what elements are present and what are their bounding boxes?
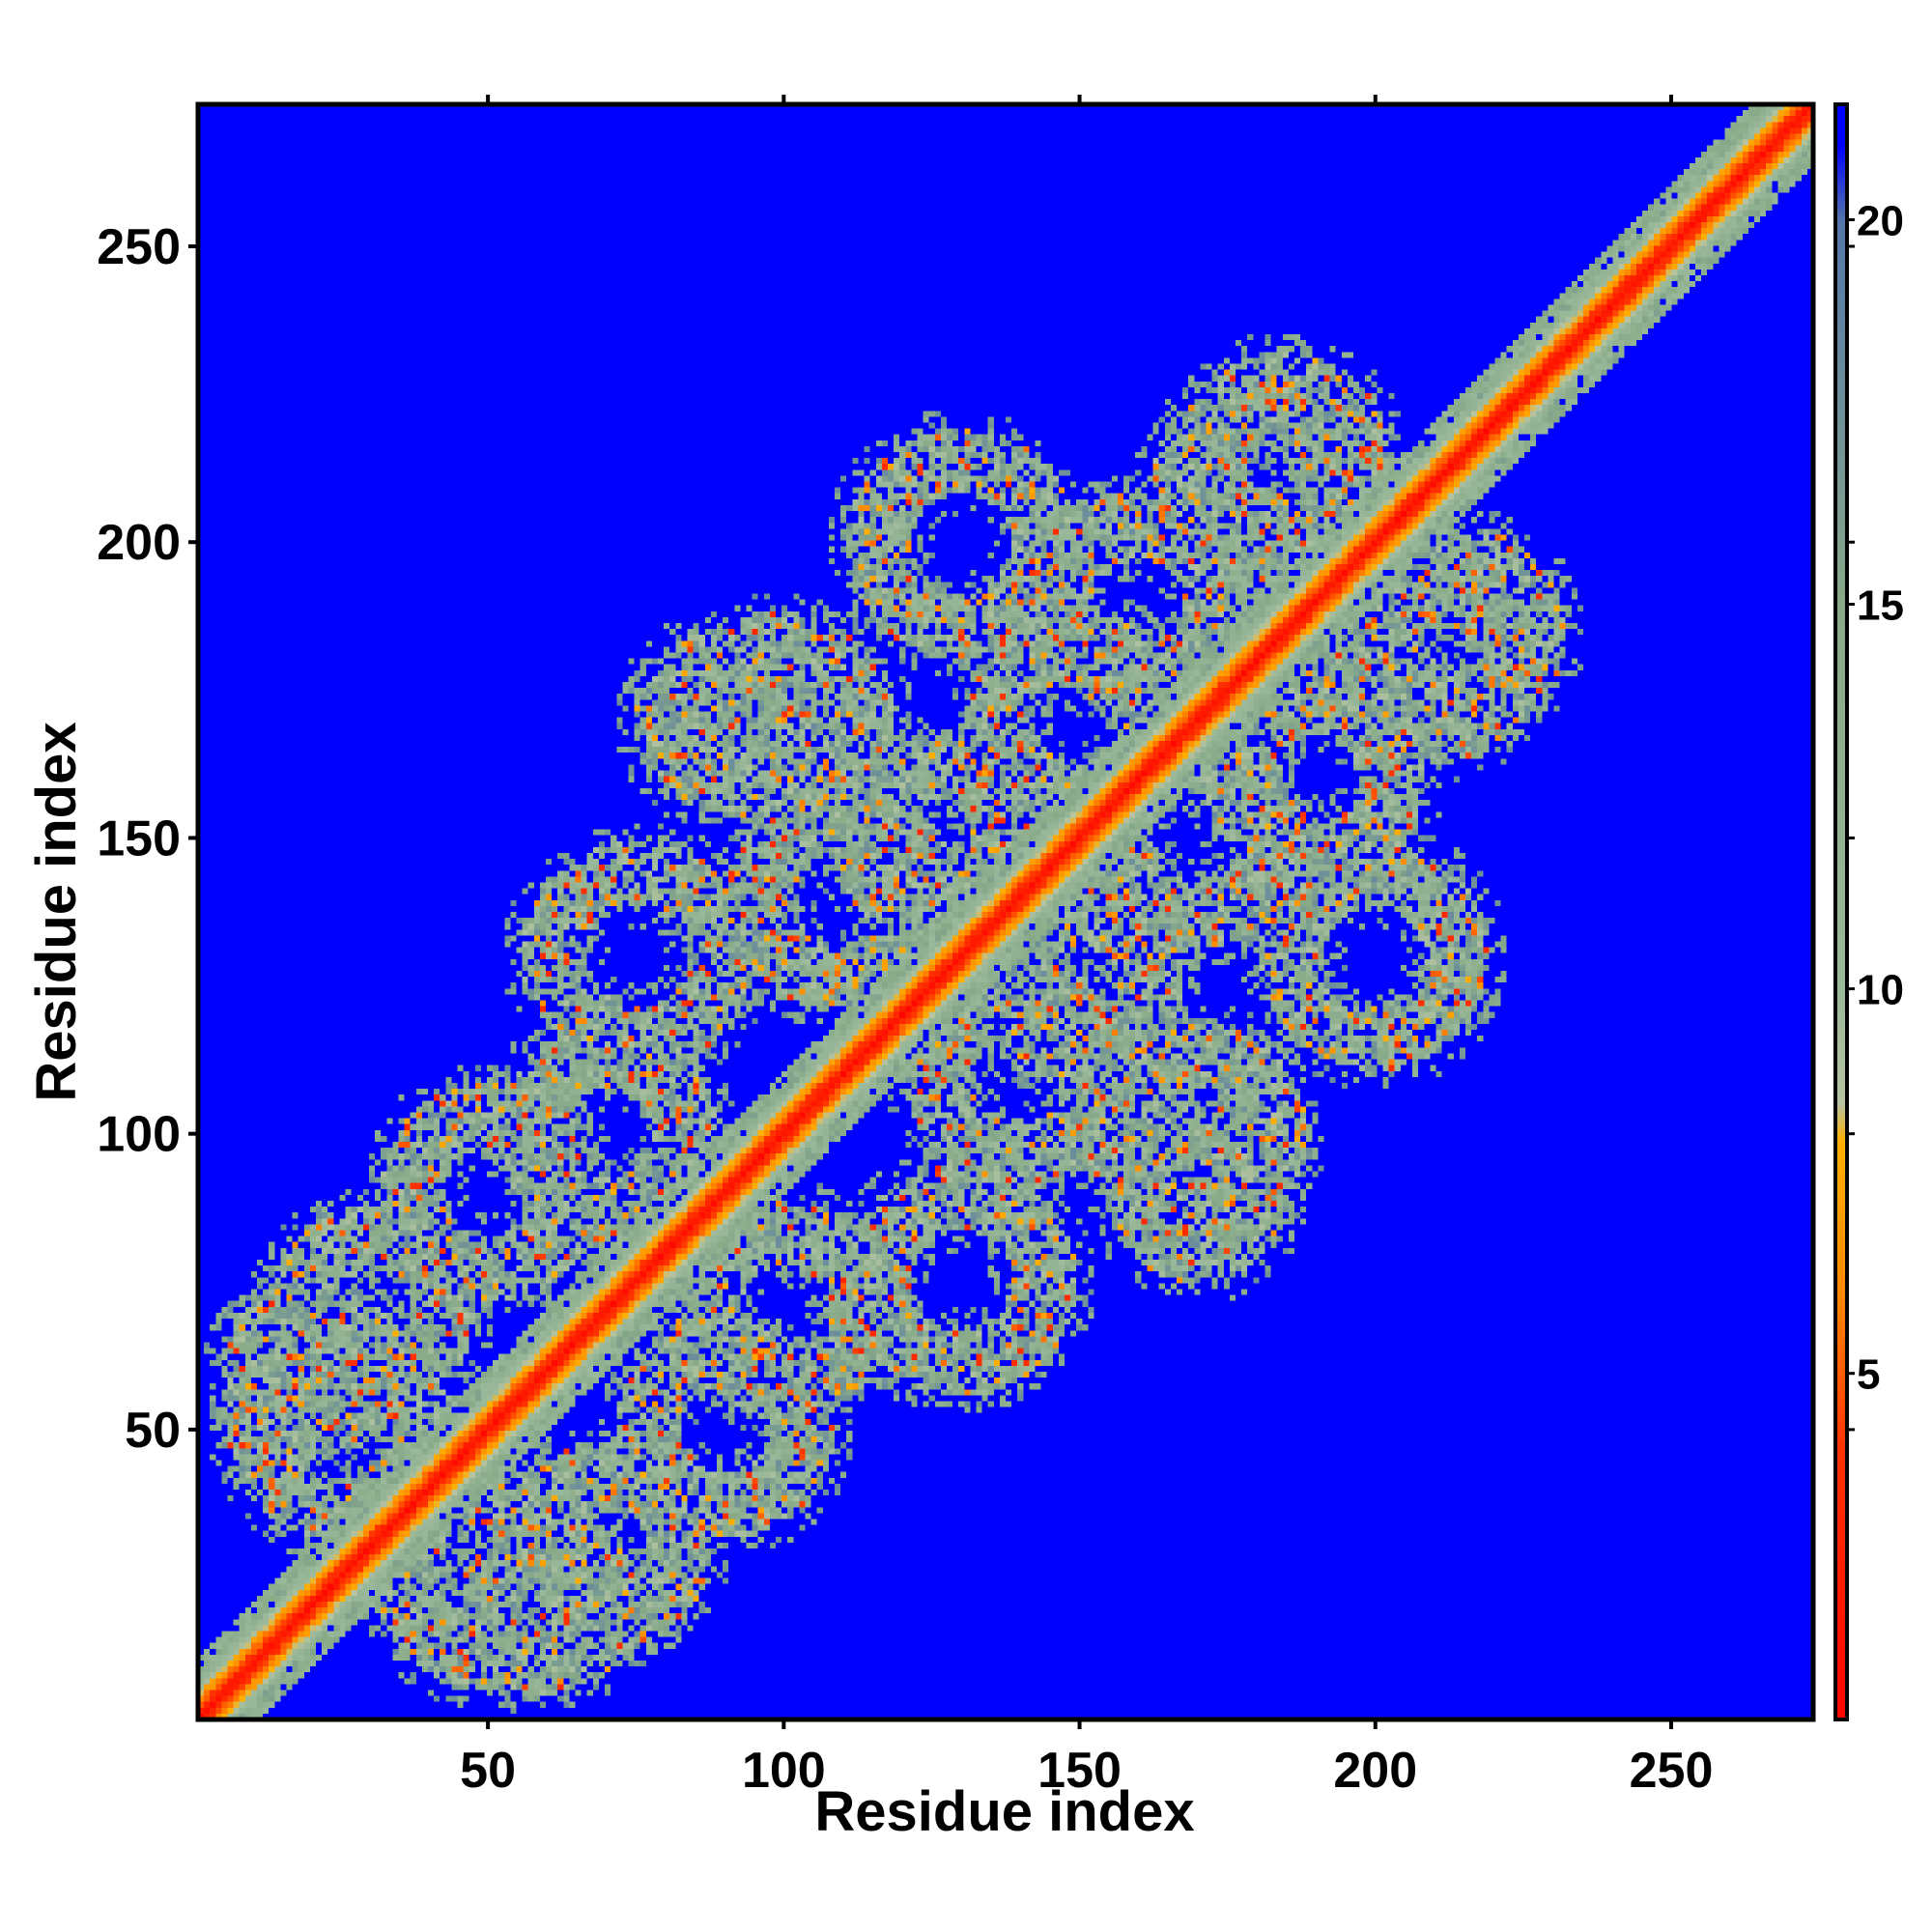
x-tick-label: 50 (460, 1743, 516, 1799)
colorbar-frame (1833, 102, 1849, 1721)
y-tick-label: 50 (125, 1403, 181, 1459)
x-tick-label: 150 (1037, 1743, 1122, 1799)
plot-frame (195, 101, 1816, 1722)
x-tick-label: 200 (1333, 1743, 1417, 1799)
colorbar-tick-label: 10 (1857, 967, 1904, 1014)
colorbar-tick-label: 15 (1857, 582, 1904, 630)
x-axis-ticks: 50 100 150 200 250 (460, 95, 1713, 1799)
x-tick-label: 100 (742, 1743, 826, 1799)
y-tick-label: 200 (97, 515, 181, 571)
y-tick-label: 100 (97, 1107, 181, 1163)
colorbar-tick-label: 20 (1857, 197, 1904, 244)
y-axis-ticks: 50 100 150 200 250 (97, 219, 198, 1459)
x-axis-title: Residue index (814, 1780, 1194, 1843)
y-tick-label: 250 (97, 219, 181, 275)
heatmap-canvas (198, 104, 1813, 1719)
y-axis-title: Residue index (25, 722, 88, 1101)
y-tick-label: 150 (97, 810, 181, 867)
x-tick-label: 250 (1630, 1743, 1714, 1799)
colorbar-tick-label: 5 (1857, 1351, 1880, 1399)
colorbar-canvas (1835, 104, 1847, 1719)
colorbar-ticks: 5 10 15 20 (1847, 197, 1904, 1432)
